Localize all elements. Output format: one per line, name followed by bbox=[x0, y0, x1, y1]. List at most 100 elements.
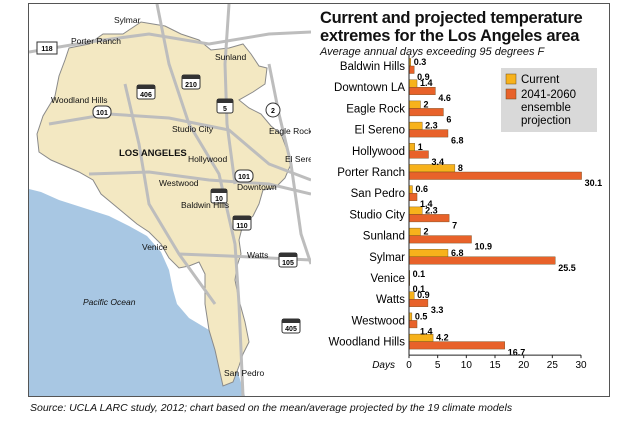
highway-406-shield: 406 bbox=[136, 84, 156, 100]
map-label-san-pedro: San Pedro bbox=[224, 368, 264, 378]
category-label-studio-city: Studio City bbox=[349, 209, 405, 221]
chart-title-line-1: Current and projected temperature bbox=[320, 9, 583, 27]
highway-101-shield-west: 101 bbox=[92, 105, 112, 119]
value-label-current-watts: 0.9 bbox=[417, 290, 430, 300]
x-tick-label-5: 5 bbox=[435, 360, 441, 371]
bar-current-sylmar bbox=[408, 249, 449, 258]
roads bbox=[29, 4, 311, 396]
bar-current-sunland bbox=[408, 227, 421, 236]
value-label-projection-studio-city: 7 bbox=[452, 220, 457, 230]
bar-projection-watts bbox=[408, 299, 429, 307]
chart-subtitle: Average annual days exceeding 95 degrees… bbox=[320, 46, 545, 58]
highway-210-label: 210 bbox=[185, 82, 197, 89]
map-label-porter-ranch: Porter Ranch bbox=[71, 36, 121, 46]
x-tick-label-20: 20 bbox=[518, 360, 530, 371]
highway-105-label: 105 bbox=[282, 260, 294, 267]
x-axis-label: Days bbox=[372, 360, 395, 371]
map-label-hollywood: Hollywood bbox=[188, 154, 227, 164]
value-label-projection-venice: 0.1 bbox=[413, 284, 426, 294]
value-label-projection-porter-ranch: 30.1 bbox=[585, 178, 603, 188]
highway-10-shield: 10 bbox=[210, 188, 228, 204]
map-label-pacific-ocean: Pacific Ocean bbox=[83, 297, 136, 307]
value-label-projection-woodland-hills: 16.7 bbox=[508, 348, 526, 358]
legend-swatch-current bbox=[505, 73, 517, 85]
map-label-westwood: Westwood bbox=[159, 178, 199, 188]
highway-110-shield: 110 bbox=[232, 215, 252, 231]
highway-406-label: 406 bbox=[140, 92, 152, 99]
value-label-current-porter-ranch: 8 bbox=[458, 163, 463, 173]
value-label-projection-watts: 3.3 bbox=[431, 305, 444, 315]
highway-105-shield: 105 bbox=[278, 252, 298, 268]
bar-projection-sylmar bbox=[408, 256, 556, 265]
map-label-watts: Watts bbox=[247, 250, 268, 260]
map-label-venice: Venice bbox=[142, 242, 168, 252]
category-label-baldwin-hills: Baldwin Hills bbox=[340, 61, 405, 73]
highway-101-east-label: 101 bbox=[238, 174, 250, 181]
bar-current-hollywood bbox=[408, 143, 415, 152]
x-tick-label-0: 0 bbox=[406, 360, 412, 371]
category-label-downtown-la: Downtown LA bbox=[334, 82, 405, 94]
value-label-projection-eagle-rock: 6 bbox=[446, 114, 451, 124]
value-label-current-sylmar: 6.8 bbox=[451, 248, 464, 258]
highway-5-shield: 5 bbox=[216, 98, 234, 114]
map-label-downtown: Downtown bbox=[237, 182, 277, 192]
highway-210-shield: 210 bbox=[181, 74, 201, 90]
map-label-baldwin-hills: Baldwin Hills bbox=[181, 200, 229, 210]
map-label-woodland-hills: Woodland Hills bbox=[51, 95, 108, 105]
value-label-projection-el-sereno: 6.8 bbox=[451, 136, 464, 146]
x-tick-label-15: 15 bbox=[489, 360, 501, 371]
category-label-hollywood: Hollywood bbox=[352, 146, 405, 158]
highway-2-label: 2 bbox=[271, 108, 275, 115]
x-tick-label-10: 10 bbox=[461, 360, 473, 371]
legend-box bbox=[501, 68, 597, 132]
highway-405-label: 405 bbox=[285, 326, 297, 333]
value-label-current-san-pedro: 0.6 bbox=[415, 184, 428, 194]
map-label-eagle-rock: Eagle Rock bbox=[269, 126, 311, 136]
value-label-projection-baldwin-hills: 0.9 bbox=[417, 72, 430, 82]
map-ocean bbox=[29, 189, 245, 396]
value-label-current-hollywood: 1 bbox=[418, 142, 423, 152]
value-label-projection-sunland: 10.9 bbox=[474, 242, 492, 252]
bar-current-downtown-la bbox=[408, 79, 418, 88]
bar-projection-baldwin-hills bbox=[408, 65, 415, 74]
bars bbox=[408, 58, 582, 350]
bar-current-eagle-rock bbox=[408, 100, 421, 109]
value-label-current-el-sereno: 2.3 bbox=[425, 121, 438, 131]
legend-label-2041-2060-ensemble-projection-2: projection bbox=[521, 115, 571, 127]
legend-label-2041-2060-ensemble-projection-0: 2041-2060 bbox=[521, 89, 576, 101]
x-axis: 0 5 10 15 20 25 30 Days bbox=[372, 54, 587, 371]
place-labels: Sylmar Porter Ranch Sunland Woodland Hil… bbox=[51, 15, 311, 378]
bar-projection-hollywood bbox=[408, 150, 429, 159]
category-label-el-sereno: El Sereno bbox=[354, 125, 405, 137]
highway-405-shield: 405 bbox=[281, 318, 301, 334]
category-labels: Baldwin Hills Downtown LA Eagle Rock El Ser… bbox=[329, 61, 406, 349]
source-note: Source: UCLA LARC study, 2012; chart bas… bbox=[30, 402, 513, 414]
chart-title-line-2: extremes for the Los Angeles area bbox=[320, 27, 580, 45]
value-label-projection-downtown-la: 4.6 bbox=[438, 93, 451, 103]
highway-101-shield-east: 101 bbox=[234, 169, 254, 183]
category-label-porter-ranch: Porter Ranch bbox=[337, 167, 405, 179]
category-label-eagle-rock: Eagle Rock bbox=[346, 103, 405, 115]
bar-projection-studio-city bbox=[408, 214, 450, 223]
highway-118-shield: 118 bbox=[36, 41, 58, 55]
map-label-studio-city: Studio City bbox=[172, 124, 214, 134]
value-label-current-westwood: 0.5 bbox=[415, 311, 428, 321]
value-label-current-studio-city: 2.3 bbox=[425, 205, 438, 215]
value-label-current-woodland-hills: 4.2 bbox=[436, 333, 449, 343]
highway-10-label: 10 bbox=[215, 196, 223, 203]
chart-title: Current and projected temperature extrem… bbox=[320, 9, 605, 45]
los-angeles-map: 118 210 406 5 2 101 101 10 110 105 405 S… bbox=[29, 4, 311, 396]
value-label-current-downtown-la: 1.4 bbox=[420, 78, 433, 88]
bar-chart: Baldwin Hills Downtown LA Eagle Rock El Ser… bbox=[329, 54, 603, 371]
bar-projection-el-sereno bbox=[408, 129, 449, 138]
category-label-woodland-hills: Woodland Hills bbox=[329, 337, 406, 349]
map-label-los-angeles: LOS ANGELES bbox=[119, 148, 187, 159]
category-label-watts: Watts bbox=[376, 294, 405, 306]
highway-110-label: 110 bbox=[236, 223, 247, 230]
value-label-current-eagle-rock: 2 bbox=[423, 99, 428, 109]
value-label-current-sunland: 2 bbox=[423, 227, 428, 237]
map-label-el-sereno: El Sereno bbox=[285, 154, 311, 164]
value-label-projection-westwood: 1.4 bbox=[420, 326, 433, 336]
map-label-sunland: Sunland bbox=[215, 52, 246, 62]
